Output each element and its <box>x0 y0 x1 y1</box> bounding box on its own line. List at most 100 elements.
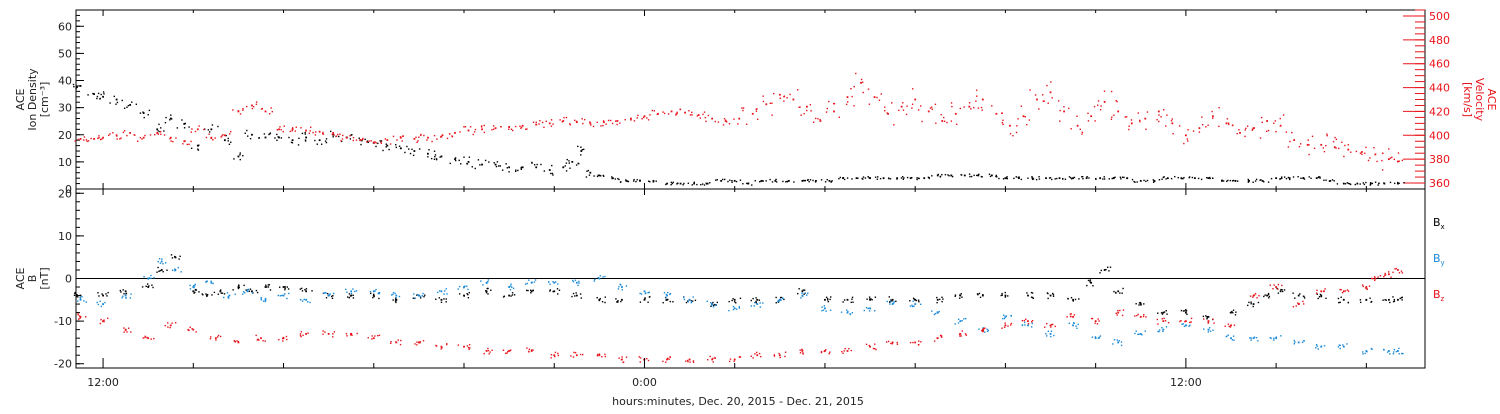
top-data-point <box>1126 177 1128 180</box>
top-data-point <box>395 146 397 149</box>
bottom-data-point <box>304 288 306 291</box>
bottom-data-point <box>194 289 197 291</box>
bottom-data-point <box>264 297 267 300</box>
top-data-point <box>1082 178 1084 180</box>
top-data-point <box>1154 180 1156 182</box>
bottom-data-point <box>869 345 871 348</box>
bottom-data-point <box>936 298 939 301</box>
top-data-point <box>1038 178 1041 180</box>
bottom-data-point <box>306 301 309 303</box>
top-data-point <box>1198 127 1201 130</box>
bottom-data-point <box>1156 318 1159 321</box>
top-data-point <box>936 174 939 177</box>
top-data-point <box>756 118 759 120</box>
bottom-data-point <box>1319 293 1322 296</box>
bottom-data-point <box>124 328 127 331</box>
bottom-data-point <box>1161 313 1164 315</box>
bottom-data-point <box>1394 268 1396 270</box>
top-data-point <box>860 78 863 81</box>
top-data-point <box>322 133 325 135</box>
bottom-data-point <box>733 298 736 301</box>
bottom-data-point <box>577 284 579 287</box>
bottom-data-point <box>1189 324 1191 326</box>
top-data-point <box>1059 109 1061 112</box>
top-data-point <box>830 181 832 183</box>
bottom-data-point <box>268 284 271 286</box>
bottom-data-point <box>1364 352 1366 355</box>
bottom-data-point <box>557 283 559 285</box>
top-data-point <box>666 182 668 185</box>
top-data-point <box>602 120 605 122</box>
bottom-data-point <box>123 293 125 295</box>
top-data-point <box>333 134 335 136</box>
top-data-point <box>1162 109 1165 111</box>
bottom-data-point <box>311 290 313 292</box>
bottom-data-point <box>1052 292 1054 295</box>
bottom-data-point <box>107 291 109 294</box>
top-data-point <box>1261 179 1264 182</box>
bottom-data-point <box>377 334 379 337</box>
bottom-data-point <box>106 295 108 297</box>
bottom-data-point <box>1113 290 1115 293</box>
top-data-point <box>1134 181 1136 183</box>
bottom-data-point <box>1374 277 1377 280</box>
bottom-data-point <box>941 296 943 299</box>
top-data-point <box>806 109 808 112</box>
bottom-data-point <box>85 301 87 303</box>
top-data-point <box>909 177 912 180</box>
bottom-data-point <box>596 354 599 357</box>
bottom-data-point <box>104 301 106 304</box>
bottom-data-point <box>732 305 735 308</box>
bottom-data-point <box>300 287 303 290</box>
top-data-point <box>539 119 541 122</box>
bottom-data-point <box>780 299 782 301</box>
bottom-data-point <box>1045 333 1047 335</box>
top-data-point <box>720 179 723 182</box>
top-data-point <box>471 166 473 168</box>
bottom-data-point <box>1030 291 1033 294</box>
top-data-point <box>651 109 654 112</box>
bottom-data-point <box>579 353 582 356</box>
top-data-point <box>1042 100 1044 103</box>
bottom-data-point <box>221 292 224 294</box>
bottom-data-point <box>1316 293 1318 295</box>
bottom-data-point <box>1230 337 1232 340</box>
bottom-data-point <box>572 279 574 282</box>
bottom-data-point <box>533 281 536 283</box>
top-data-point <box>73 85 75 88</box>
top-data-point <box>1275 130 1277 133</box>
top-data-point <box>1038 176 1040 178</box>
top-data-point <box>1374 153 1377 156</box>
top-data-point <box>435 158 438 161</box>
bottom-data-point <box>807 292 809 294</box>
top-data-point <box>1329 179 1332 182</box>
top-data-point <box>411 148 413 150</box>
bottom-data-point <box>346 291 348 293</box>
bottom-data-point <box>99 300 101 303</box>
bottom-data-point <box>754 301 756 304</box>
top-data-point <box>375 145 377 148</box>
top-data-point <box>227 137 229 140</box>
top-data-point <box>771 114 773 116</box>
top-data-point <box>99 97 101 100</box>
bottom-data-point <box>464 285 466 287</box>
top-data-point <box>183 123 186 125</box>
top-right-tick-label: 360 <box>1429 177 1450 190</box>
bottom-data-point <box>1142 315 1145 318</box>
bottom-data-point <box>1390 276 1392 278</box>
bottom-data-point <box>85 316 87 318</box>
top-data-point <box>434 154 437 156</box>
top-data-point <box>807 178 809 181</box>
top-data-point <box>431 140 433 143</box>
top-data-point <box>433 150 436 152</box>
bottom-data-point <box>554 351 557 354</box>
top-data-point <box>474 128 477 131</box>
bottom-data-point <box>375 288 377 291</box>
top-data-point <box>1133 180 1135 183</box>
bottom-data-point <box>482 284 484 286</box>
bottom-data-point <box>1094 320 1097 323</box>
bottom-data-point <box>553 281 556 284</box>
bottom-data-point <box>804 292 806 294</box>
top-data-point <box>996 176 998 178</box>
bottom-data-point <box>416 344 418 346</box>
